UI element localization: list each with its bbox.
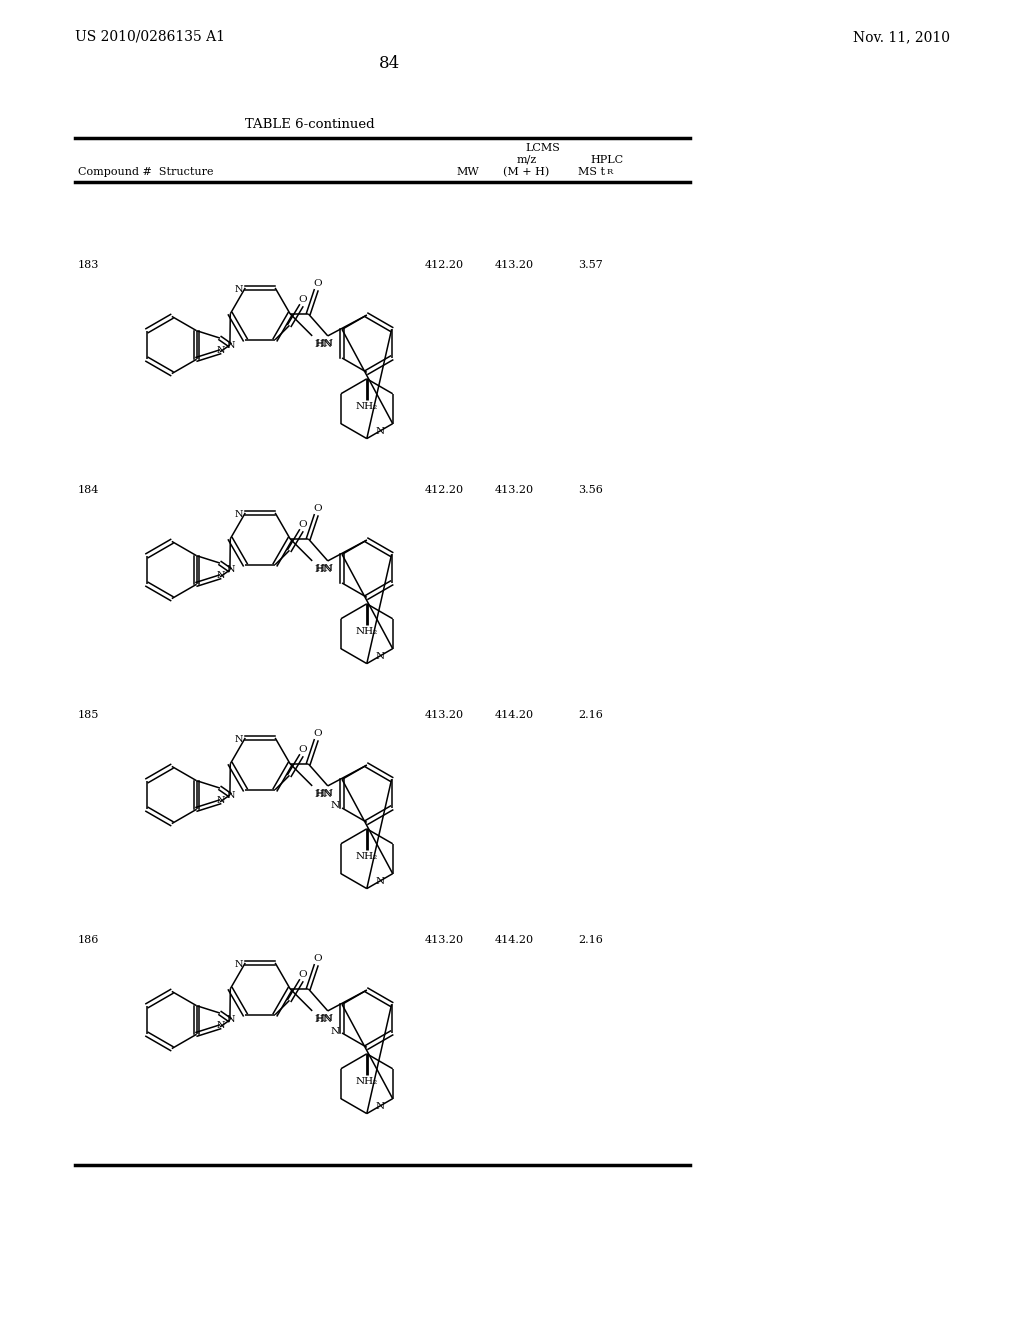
Text: HN: HN (314, 789, 333, 799)
Text: US 2010/0286135 A1: US 2010/0286135 A1 (75, 30, 225, 44)
Text: HN: HN (314, 565, 333, 574)
Text: MW: MW (456, 168, 479, 177)
Text: O: O (313, 280, 323, 288)
Text: O: O (299, 294, 307, 304)
Text: 412.20: 412.20 (425, 484, 464, 495)
Text: 414.20: 414.20 (495, 935, 535, 945)
Text: 2.16: 2.16 (578, 935, 603, 945)
Text: N: N (226, 791, 236, 800)
Text: O: O (313, 504, 323, 513)
Text: HN: HN (315, 1014, 334, 1023)
Text: 413.20: 413.20 (495, 484, 535, 495)
Text: NH₂: NH₂ (355, 627, 378, 636)
Text: N: N (375, 1102, 384, 1110)
Text: N: N (234, 735, 244, 744)
Text: 413.20: 413.20 (495, 260, 535, 271)
Text: N: N (234, 961, 244, 969)
Text: 414.20: 414.20 (495, 710, 535, 719)
Text: O: O (313, 954, 323, 964)
Text: 185: 185 (78, 710, 99, 719)
Text: N: N (234, 511, 244, 519)
Text: N: N (331, 801, 340, 810)
Text: N: N (331, 1027, 340, 1035)
Text: O: O (299, 520, 307, 529)
Text: Compound #  Structure: Compound # Structure (78, 168, 213, 177)
Text: N: N (226, 565, 236, 574)
Text: 2.16: 2.16 (578, 710, 603, 719)
Text: Nov. 11, 2010: Nov. 11, 2010 (853, 30, 950, 44)
Text: 3.57: 3.57 (578, 260, 603, 271)
Text: N: N (375, 426, 384, 436)
Text: HN: HN (315, 564, 334, 573)
Text: LCMS: LCMS (525, 143, 560, 153)
Text: 84: 84 (379, 55, 400, 73)
Text: N: N (217, 796, 225, 805)
Text: MS t: MS t (578, 168, 605, 177)
Text: O: O (299, 744, 307, 754)
Text: 186: 186 (78, 935, 99, 945)
Text: NH₂: NH₂ (355, 403, 378, 412)
Text: N: N (375, 652, 384, 660)
Text: N: N (226, 1015, 236, 1024)
Text: HN: HN (314, 341, 333, 348)
Text: O: O (299, 970, 307, 979)
Text: 184: 184 (78, 484, 99, 495)
Text: HN: HN (315, 789, 334, 797)
Text: N: N (217, 572, 225, 581)
Text: m/z: m/z (517, 154, 538, 165)
Text: 412.20: 412.20 (425, 260, 464, 271)
Text: R: R (607, 168, 613, 176)
Text: 413.20: 413.20 (425, 710, 464, 719)
Text: N: N (375, 876, 384, 886)
Text: HN: HN (315, 339, 334, 348)
Text: N: N (226, 341, 236, 350)
Text: N: N (217, 346, 225, 355)
Text: NH₂: NH₂ (355, 853, 378, 861)
Text: HN: HN (314, 1015, 333, 1024)
Text: 3.56: 3.56 (578, 484, 603, 495)
Text: N: N (234, 285, 244, 294)
Text: HPLC: HPLC (591, 154, 624, 165)
Text: (M + H): (M + H) (503, 168, 549, 177)
Text: N: N (217, 1022, 225, 1031)
Text: NH₂: NH₂ (355, 1077, 378, 1086)
Text: 183: 183 (78, 260, 99, 271)
Text: 413.20: 413.20 (425, 935, 464, 945)
Text: O: O (313, 730, 323, 738)
Text: TABLE 6-continued: TABLE 6-continued (245, 117, 375, 131)
